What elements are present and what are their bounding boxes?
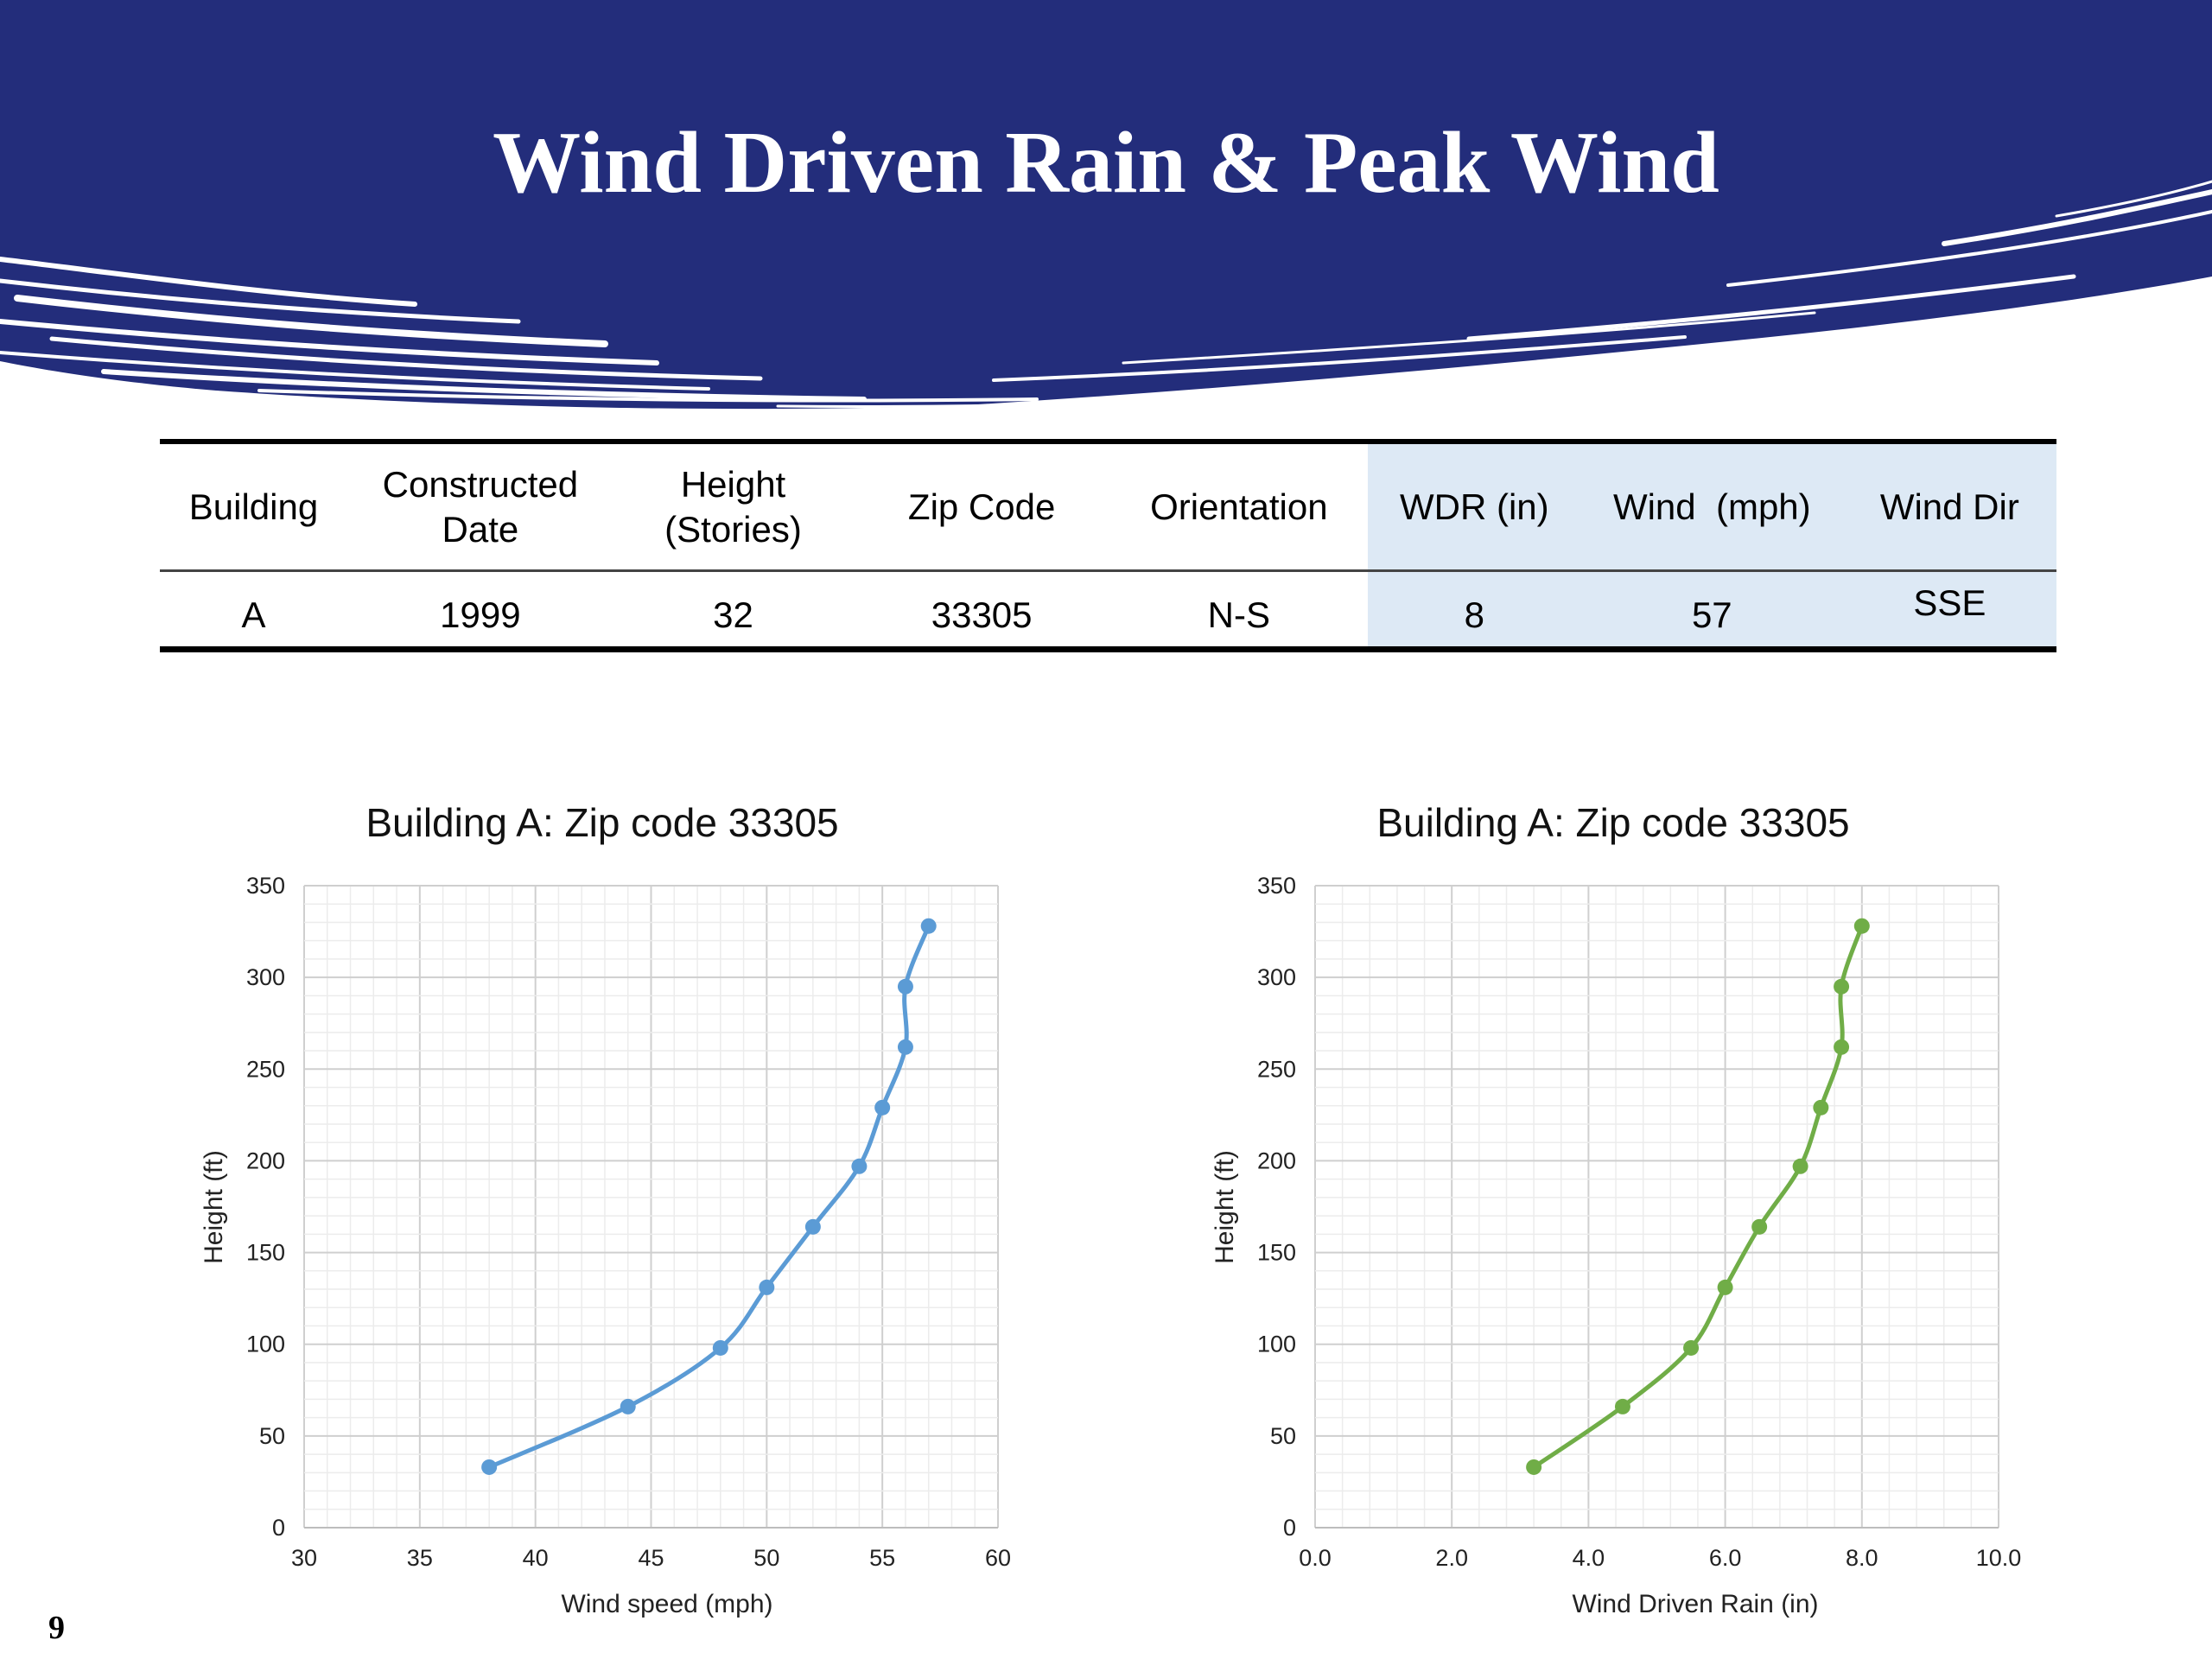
x-tick-label: 2.0 — [1435, 1545, 1468, 1571]
cell-orientation: N-S — [1109, 570, 1368, 652]
cell-building: A — [160, 570, 347, 652]
header-orientation: Orientation — [1109, 439, 1368, 572]
data-point — [874, 1099, 891, 1116]
data-point — [620, 1398, 636, 1414]
table-header-row: Building Constructed Date Height (Stories)… — [160, 439, 2056, 572]
header-wdr: WDR (in) — [1367, 439, 1581, 572]
y-tick-label: 350 — [1257, 873, 1296, 899]
banner-brush-streaks — [0, 180, 2212, 408]
slide-title: Wind Driven Rain & Peak Wind — [493, 114, 1719, 212]
x-tick-label: 0.0 — [1299, 1545, 1332, 1571]
y-tick-label: 350 — [246, 873, 285, 899]
series-line — [1532, 925, 1865, 1470]
x-tick-label: 35 — [407, 1545, 433, 1571]
data-point — [1751, 1218, 1768, 1235]
data-point — [1853, 918, 1870, 934]
cell-constructed-date: 1999 — [346, 570, 613, 652]
data-point — [804, 1218, 821, 1235]
cell-wind-mph: 57 — [1580, 570, 1843, 652]
cell-wind-dir: SSE — [1842, 570, 2056, 652]
y-tick-label: 50 — [1270, 1423, 1296, 1449]
y-axis-label: Height (ft) — [1211, 1150, 1239, 1264]
y-tick-label: 250 — [1257, 1056, 1296, 1082]
header-building: Building — [160, 439, 347, 572]
x-tick-label: 4.0 — [1573, 1545, 1605, 1571]
cell-zip-code: 33305 — [853, 570, 1110, 652]
wind-speed-chart: Building A: Zip code 33305 30 35 40 45 50 55 6… — [200, 800, 1011, 1618]
data-point — [920, 918, 937, 934]
y-tick-label: 300 — [1257, 964, 1296, 990]
y-tick-label: 50 — [259, 1423, 285, 1449]
chart-title: Building A: Zip code 33305 — [1376, 800, 1849, 845]
grid — [1314, 885, 1999, 1529]
data-point — [1717, 1279, 1733, 1295]
data-point — [1813, 1099, 1829, 1116]
data-point — [1683, 1339, 1700, 1356]
header-constructed-date: Constructed Date — [346, 439, 613, 572]
data-point — [897, 978, 913, 995]
x-tick-label: 50 — [753, 1545, 779, 1571]
x-axis-label: Wind speed (mph) — [561, 1590, 772, 1618]
building-info-table: Building Constructed Date Height (Stories)… — [160, 439, 2056, 652]
x-tick-label: 60 — [985, 1545, 1011, 1571]
series-line — [488, 925, 931, 1470]
y-tick-label: 0 — [1283, 1515, 1296, 1541]
data-point — [1614, 1398, 1630, 1414]
x-axis-label: Wind Driven Rain (in) — [1572, 1590, 1818, 1618]
data-point — [759, 1279, 775, 1295]
x-tick-label: 55 — [869, 1545, 895, 1571]
header-wind-mph: Wind (mph) — [1580, 439, 1843, 572]
header-zip-code: Zip Code — [853, 439, 1110, 572]
data-point — [897, 1039, 913, 1055]
x-tick-label: 6.0 — [1709, 1545, 1742, 1571]
cell-height-stories: 32 — [613, 570, 854, 652]
x-tick-label: 40 — [523, 1545, 549, 1571]
grid — [303, 885, 999, 1529]
y-tick-label: 150 — [1257, 1240, 1296, 1266]
x-tick-label: 10.0 — [1976, 1545, 2022, 1571]
data-point — [712, 1339, 728, 1356]
data-point — [481, 1459, 498, 1475]
chart-title: Building A: Zip code 33305 — [365, 800, 838, 845]
data-point — [1834, 1039, 1850, 1055]
y-tick-label: 100 — [1257, 1332, 1296, 1357]
header-wind-dir: Wind Dir — [1842, 439, 2056, 572]
y-axis-label: Height (ft) — [200, 1150, 228, 1264]
x-tick-label: 45 — [638, 1545, 664, 1571]
y-tick-label: 200 — [246, 1147, 285, 1173]
page-number: 9 — [48, 1610, 65, 1646]
y-tick-label: 100 — [246, 1332, 285, 1357]
banner-shape — [0, 0, 2212, 410]
x-tick-label: 30 — [291, 1545, 317, 1571]
y-tick-label: 300 — [246, 964, 285, 990]
y-tick-label: 250 — [246, 1056, 285, 1082]
data-point — [1834, 978, 1850, 995]
y-tick-label: 150 — [246, 1240, 285, 1266]
cell-wdr: 8 — [1367, 570, 1581, 652]
data-point — [1526, 1459, 1542, 1475]
table-row: A 1999 32 33305 N-S 8 57 SSE — [160, 570, 2056, 652]
wind-driven-rain-chart: Building A: Zip code 33305 0.0 2.0 4.0 6.0 8… — [1211, 800, 2022, 1618]
y-tick-label: 200 — [1257, 1147, 1296, 1173]
x-tick-label: 8.0 — [1846, 1545, 1878, 1571]
data-point — [1792, 1158, 1808, 1174]
data-point — [851, 1158, 868, 1174]
header-banner — [0, 0, 2212, 410]
y-tick-label: 0 — [272, 1515, 285, 1541]
header-height-stories: Height (Stories) — [613, 439, 854, 572]
